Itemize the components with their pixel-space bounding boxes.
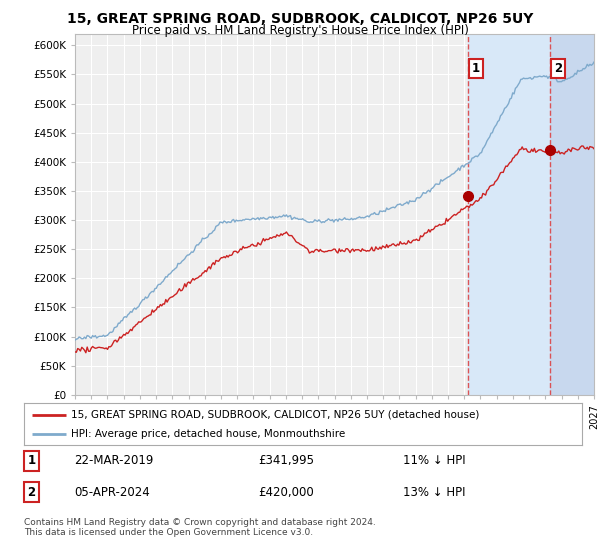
Text: 05-APR-2024: 05-APR-2024 xyxy=(74,486,150,498)
Text: 15, GREAT SPRING ROAD, SUDBROOK, CALDICOT, NP26 5UY (detached house): 15, GREAT SPRING ROAD, SUDBROOK, CALDICO… xyxy=(71,409,480,419)
Text: 22-MAR-2019: 22-MAR-2019 xyxy=(74,454,154,468)
Bar xyxy=(550,34,594,395)
Text: Price paid vs. HM Land Registry's House Price Index (HPI): Price paid vs. HM Land Registry's House … xyxy=(131,24,469,36)
Bar xyxy=(468,34,550,395)
Text: £341,995: £341,995 xyxy=(259,454,314,468)
Text: 13% ↓ HPI: 13% ↓ HPI xyxy=(403,486,466,498)
Text: Contains HM Land Registry data © Crown copyright and database right 2024.
This d: Contains HM Land Registry data © Crown c… xyxy=(24,518,376,538)
Text: 15, GREAT SPRING ROAD, SUDBROOK, CALDICOT, NP26 5UY: 15, GREAT SPRING ROAD, SUDBROOK, CALDICO… xyxy=(67,12,533,26)
Text: 1: 1 xyxy=(27,454,35,468)
Text: HPI: Average price, detached house, Monmouthshire: HPI: Average price, detached house, Monm… xyxy=(71,429,346,439)
Text: 1: 1 xyxy=(472,62,480,75)
Text: £420,000: £420,000 xyxy=(259,486,314,498)
Text: 11% ↓ HPI: 11% ↓ HPI xyxy=(403,454,466,468)
Text: 2: 2 xyxy=(554,62,562,75)
Text: 2: 2 xyxy=(27,486,35,498)
